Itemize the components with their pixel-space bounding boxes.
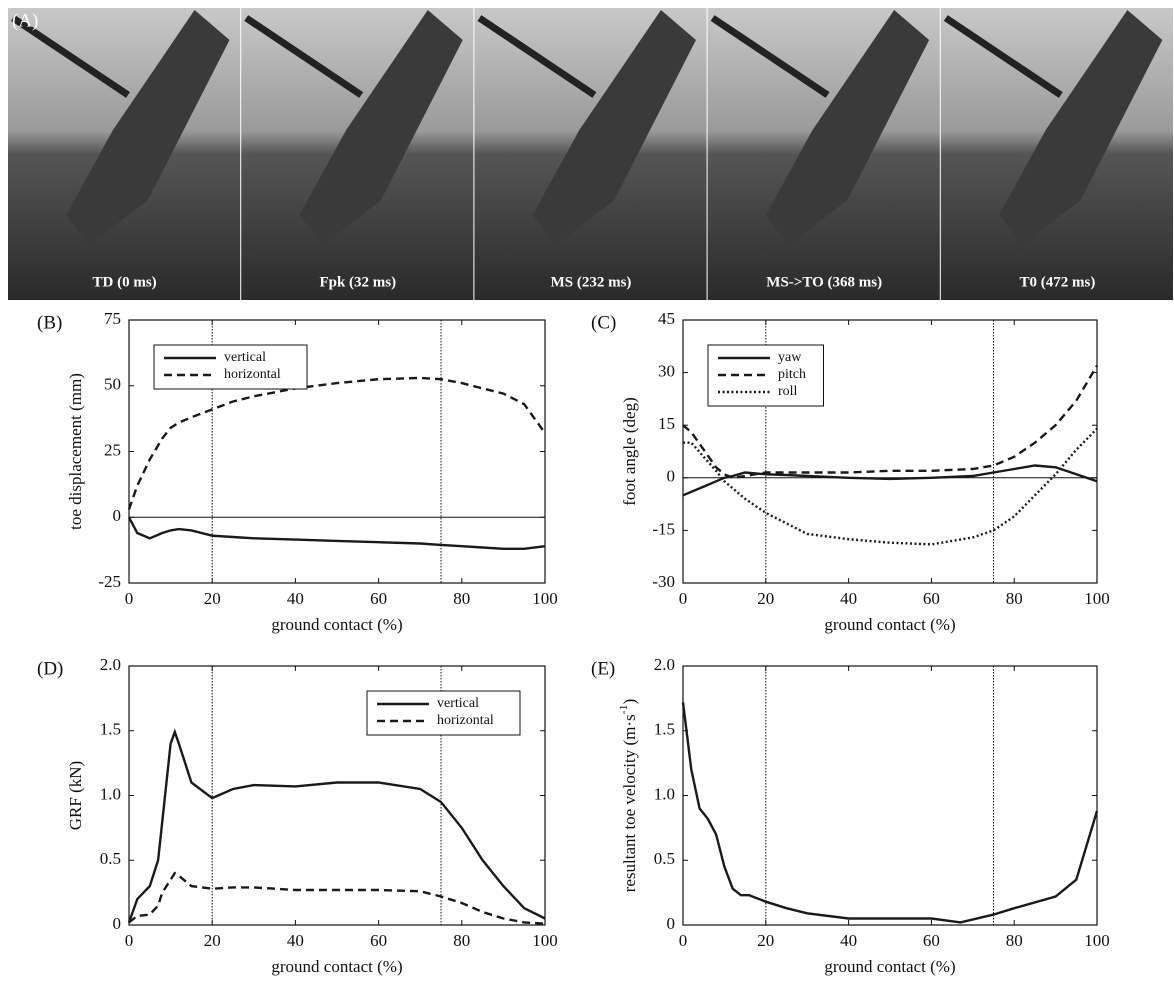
legend-label: pitch — [778, 367, 806, 382]
x-tick-label: 80 — [1006, 589, 1023, 608]
data-line — [682, 364, 1099, 480]
legend-label: yaw — [778, 350, 802, 365]
y-tick-label: 2.0 — [654, 655, 675, 674]
x-tick-label: 40 — [287, 931, 304, 950]
legend — [366, 690, 521, 736]
y-axis-label: foot angle (deg) — [620, 397, 639, 506]
legend — [707, 344, 824, 407]
y-tick-label: -15 — [652, 519, 675, 538]
y-axis-label: toe displacement (mm) — [66, 373, 85, 530]
x-tick-label: 20 — [204, 931, 221, 950]
x-tick-label: 20 — [204, 589, 221, 608]
plot-area — [682, 665, 1098, 926]
y-axis-label: resultant toe velocity (m·s-1) — [616, 699, 639, 893]
photo-leg — [765, 10, 930, 245]
data-line — [682, 464, 1098, 497]
photo-leg — [999, 10, 1163, 245]
x-tick-label: 60 — [370, 931, 387, 950]
y-tick-label: 0 — [667, 914, 676, 933]
x-tick-label: 100 — [532, 931, 558, 950]
y-tick-label: 0 — [667, 467, 676, 486]
y-tick-label: 30 — [658, 362, 675, 381]
legend-label: roll — [778, 384, 798, 399]
photo-pole — [943, 15, 1063, 98]
photo-leg — [66, 10, 230, 245]
panel-label: (B) — [37, 312, 62, 333]
y-tick-label: 1.5 — [654, 720, 675, 739]
y-tick-label: 0.5 — [654, 849, 675, 868]
data-line — [127, 516, 546, 550]
y-tick-label: -30 — [652, 572, 675, 591]
x-tick-label: 0 — [679, 589, 688, 608]
frame-label: MS (232 ms) — [551, 274, 632, 290]
x-tick-label: 80 — [453, 589, 470, 608]
x-tick-label: 60 — [923, 589, 940, 608]
data-line — [128, 871, 546, 925]
panel-label: (C) — [591, 312, 616, 333]
y-tick-label: 45 — [658, 309, 675, 328]
frame-label: Fpk (32 ms) — [319, 274, 396, 290]
photo-panel: TD (0 ms) Fpk (32 ms) MS (232 ms) MS->TO (3… — [8, 8, 1173, 300]
data-line — [681, 702, 1099, 924]
data-line — [127, 376, 546, 510]
x-tick-label: 40 — [840, 931, 857, 950]
x-tick-label: 60 — [923, 931, 940, 950]
photo-pole — [477, 15, 597, 98]
y-axis-label: GRF (kN) — [66, 761, 85, 830]
x-tick-label: 40 — [840, 589, 857, 608]
y-tick-label: 1.5 — [100, 720, 121, 739]
y-tick-label: 1.0 — [654, 784, 675, 803]
x-tick-label: 100 — [1084, 589, 1110, 608]
legend-label: horizontal — [224, 367, 281, 382]
panel-label: (D) — [37, 658, 63, 679]
x-axis-label: ground contact (%) — [271, 615, 402, 634]
panel-label: (A) — [12, 10, 38, 31]
y-tick-label: 2.0 — [100, 655, 121, 674]
x-tick-label: 20 — [757, 931, 774, 950]
y-tick-label: 1.0 — [100, 784, 121, 803]
x-tick-label: 0 — [679, 931, 688, 950]
x-axis-label: ground contact (%) — [824, 615, 955, 634]
x-tick-label: 100 — [532, 589, 558, 608]
frame-label: T0 (472 ms) — [1019, 274, 1095, 290]
x-tick-label: 100 — [1084, 931, 1110, 950]
photo-leg — [532, 10, 696, 245]
photo-leg — [299, 10, 463, 245]
frame-label: MS->TO (368 ms) — [766, 274, 882, 290]
y-tick-label: 0 — [113, 914, 122, 933]
x-tick-label: 0 — [125, 589, 134, 608]
y-tick-label: 75 — [104, 309, 121, 328]
x-tick-label: 80 — [1006, 931, 1023, 950]
x-axis-label: ground contact (%) — [824, 957, 955, 976]
legend-label: vertical — [224, 350, 266, 365]
y-tick-label: 15 — [658, 414, 675, 433]
frame-label: TD (0 ms) — [93, 274, 157, 290]
photo-pole — [710, 15, 830, 98]
data-line — [127, 728, 546, 923]
x-tick-label: 40 — [287, 589, 304, 608]
photo-pole — [244, 15, 364, 98]
y-axis-label-part: -1 — [616, 704, 630, 714]
x-tick-label: 80 — [453, 931, 470, 950]
y-axis-label-part: ) — [620, 699, 639, 705]
y-tick-label: 0 — [113, 506, 122, 525]
y-axis-label-part: resultant toe velocity (m·s — [620, 714, 639, 892]
x-axis-label: ground contact (%) — [271, 957, 402, 976]
y-tick-label: 25 — [104, 440, 121, 459]
panel-label: (E) — [591, 658, 615, 679]
legend-label: vertical — [437, 696, 479, 711]
x-tick-label: 0 — [125, 931, 134, 950]
legend-label: horizontal — [437, 713, 494, 728]
y-tick-label: 0.5 — [100, 849, 121, 868]
x-tick-label: 60 — [370, 589, 387, 608]
photo-pole — [11, 15, 130, 98]
legend — [153, 344, 308, 390]
y-tick-label: 50 — [104, 375, 121, 394]
x-tick-label: 20 — [757, 589, 774, 608]
y-tick-label: -25 — [98, 572, 121, 591]
